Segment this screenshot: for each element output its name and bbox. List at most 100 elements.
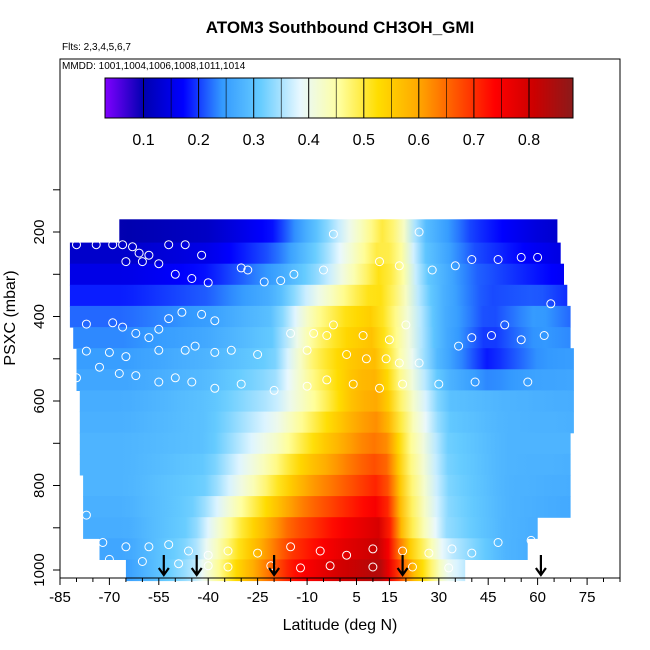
sample-point	[375, 257, 384, 267]
sample-point	[296, 563, 305, 573]
y-axis: 200 400 600 800 1000	[31, 189, 60, 587]
heatmap-band	[69, 305, 571, 328]
colorbar-gradient	[104, 77, 574, 119]
plot-area	[69, 219, 574, 582]
sample-point	[197, 309, 207, 319]
sample-point	[368, 544, 378, 554]
colorbar-tick-label: 0.8	[518, 132, 540, 149]
sample-point	[81, 346, 91, 356]
sample-point	[328, 320, 338, 330]
sample-point	[174, 559, 184, 569]
sample-point	[286, 542, 296, 552]
heatmap-band	[119, 219, 558, 244]
sample-point	[408, 562, 417, 572]
sample-point	[309, 328, 319, 338]
x-tick-label: 30	[430, 589, 447, 606]
x-tick-label: -85	[49, 589, 71, 606]
colorbar-tick-label: 0.2	[187, 132, 209, 149]
sample-point	[286, 328, 296, 338]
heatmap-band	[83, 496, 571, 518]
sample-point	[223, 562, 233, 572]
sample-point	[467, 333, 477, 343]
sample-point	[236, 263, 246, 273]
sample-point	[128, 242, 137, 252]
sample-point	[394, 358, 404, 368]
sample-point	[131, 328, 141, 338]
sample-point	[398, 379, 408, 389]
sample-point	[187, 274, 197, 283]
sample-point	[223, 546, 233, 556]
sample-point	[470, 377, 480, 387]
sample-point	[368, 562, 378, 572]
sample-point	[467, 548, 477, 558]
colorbar: 0.1 0.2 0.3 0.4 0.5 0.6 0.7 0.8	[104, 77, 574, 149]
sample-point	[315, 546, 325, 556]
sample-point	[348, 379, 358, 389]
sample-point	[302, 381, 312, 391]
y-tick-label: 400	[31, 304, 48, 329]
dates-text: MMDD: 1001,1004,1006,1008,1011,1014	[62, 61, 246, 72]
sample-point	[164, 540, 174, 550]
sample-point	[72, 373, 81, 383]
sample-point	[361, 354, 371, 364]
sample-point	[170, 269, 180, 279]
heatmap-band	[69, 242, 561, 265]
sample-point	[322, 375, 332, 385]
sample-point	[427, 265, 437, 275]
sample-point	[253, 350, 263, 359]
heatmap-band	[79, 390, 574, 413]
sample-point	[164, 314, 174, 324]
colorbar-tick-label: 0.3	[243, 132, 265, 149]
x-tick-label: 45	[480, 589, 497, 606]
sample-point	[434, 379, 444, 389]
heatmap-band	[83, 517, 538, 539]
x-tick-label: -70	[99, 589, 121, 606]
heatmap-band	[99, 538, 528, 560]
sample-point	[493, 255, 503, 264]
sample-point	[118, 240, 128, 250]
sample-point	[276, 276, 286, 286]
y-tick-label: 200	[31, 219, 48, 244]
sample-point	[424, 548, 434, 558]
sample-point	[104, 554, 114, 564]
sample-point	[144, 333, 154, 343]
sample-point	[81, 510, 91, 520]
sample-point	[381, 354, 391, 364]
sample-point	[114, 369, 124, 378]
sample-point	[539, 331, 549, 340]
sample-point	[253, 548, 263, 558]
sample-point	[516, 335, 526, 345]
sample-point	[454, 341, 464, 351]
sample-point	[121, 257, 131, 267]
sample-point	[500, 320, 510, 330]
colorbar-tick-label: 0.5	[353, 132, 375, 149]
y-tick-label: 800	[31, 473, 48, 498]
sample-point	[154, 377, 164, 387]
x-tick-label: 75	[579, 589, 596, 606]
colorbar-tick-label: 0.1	[132, 132, 154, 149]
sample-point	[447, 544, 457, 554]
sample-point	[414, 227, 424, 237]
sample-point	[184, 546, 193, 556]
heatmap-band	[125, 559, 466, 582]
sample-point	[203, 550, 213, 560]
sample-point	[526, 535, 536, 545]
sample-point	[533, 252, 543, 262]
sample-point	[108, 318, 118, 328]
x-tick-label: -10	[296, 589, 318, 606]
heatmap-band	[76, 348, 574, 370]
sample-point	[384, 335, 394, 345]
sample-point	[81, 319, 91, 329]
sample-point	[197, 250, 207, 260]
sample-point	[302, 345, 312, 355]
x-tick-label: -40	[197, 589, 219, 606]
sample-point	[203, 561, 213, 571]
sample-point	[493, 538, 503, 547]
sample-point	[210, 347, 220, 357]
heatmap-band	[73, 327, 571, 349]
x-tick-label: 15	[381, 589, 398, 606]
heatmap-band	[79, 432, 571, 455]
x-axis-label: Latitude (deg N)	[283, 617, 398, 634]
x-tick-label: 60	[529, 589, 546, 606]
sample-point	[322, 331, 332, 340]
